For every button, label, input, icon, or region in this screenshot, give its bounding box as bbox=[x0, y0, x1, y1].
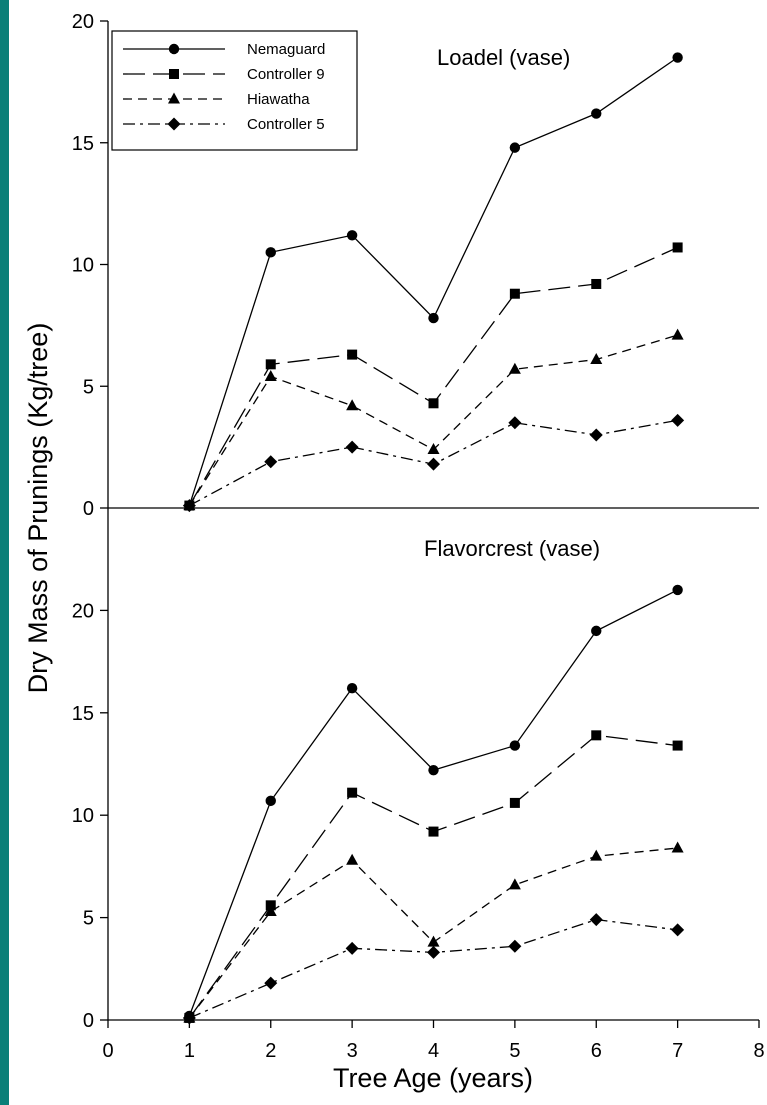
bottom-x-tick-label: 7 bbox=[672, 1040, 683, 1062]
top-y-tick-label: 0 bbox=[83, 498, 94, 520]
bottom-data-point bbox=[346, 853, 359, 865]
bottom-y-tick-label: 0 bbox=[83, 1010, 94, 1032]
bottom-x-tick-label: 0 bbox=[102, 1040, 113, 1062]
bottom-data-point bbox=[589, 913, 603, 927]
top-data-point bbox=[265, 247, 276, 258]
top-panel-title: Loadel (vase) bbox=[437, 45, 570, 70]
top-data-point bbox=[671, 413, 685, 427]
bottom-data-point bbox=[265, 795, 276, 807]
top-data-point bbox=[589, 428, 603, 442]
bottom-y-tick-label: 15 bbox=[72, 703, 94, 725]
plot-layer: 0 5 10 15 20 0 5 10 15 20 0 1 2 3 4 5 6 7 8 bbox=[72, 11, 765, 1062]
bottom-series-line-3 bbox=[189, 918, 678, 1019]
top-data-point bbox=[428, 398, 439, 409]
top-data-point bbox=[672, 242, 683, 253]
legend-marker bbox=[167, 117, 181, 131]
top-data-point bbox=[264, 455, 278, 469]
top-data-point bbox=[182, 499, 196, 513]
top-y-tick-label: 20 bbox=[72, 11, 94, 33]
bottom-data-point bbox=[347, 787, 358, 798]
bottom-data-point bbox=[591, 730, 602, 741]
bottom-data-point bbox=[508, 878, 521, 890]
top-data-point bbox=[346, 230, 358, 241]
top-series-line-2 bbox=[188, 334, 678, 506]
top-data-point bbox=[591, 278, 602, 289]
top-data-point bbox=[590, 352, 603, 364]
top-data-point bbox=[264, 370, 277, 382]
bottom-data-point bbox=[346, 683, 358, 694]
bottom-data-point bbox=[671, 841, 684, 853]
top-data-point bbox=[509, 142, 521, 153]
bottom-data-point bbox=[428, 764, 439, 776]
bottom-data-point bbox=[182, 1011, 196, 1025]
top-data-point bbox=[265, 359, 276, 370]
bottom-data-point bbox=[671, 923, 685, 937]
decorative-edge-strip bbox=[0, 0, 9, 1105]
bottom-data-point bbox=[427, 945, 440, 959]
top-data-point bbox=[671, 328, 684, 340]
bottom-data-point bbox=[672, 740, 683, 751]
bottom-data-point bbox=[509, 797, 520, 808]
top-y-tick-label: 5 bbox=[83, 376, 94, 398]
bottom-data-point bbox=[590, 849, 603, 861]
legend-marker bbox=[168, 43, 180, 55]
bottom-data-point bbox=[264, 904, 277, 916]
top-data-point bbox=[509, 288, 520, 299]
bottom-x-tick-label: 8 bbox=[753, 1040, 764, 1062]
legend-label: Nemaguard bbox=[247, 41, 325, 58]
bottom-x-tick-label: 3 bbox=[347, 1040, 358, 1062]
bottom-data-point bbox=[345, 941, 359, 955]
bottom-y-tick-label: 10 bbox=[72, 805, 94, 827]
top-data-point bbox=[345, 440, 359, 454]
bottom-x-tick-label: 4 bbox=[428, 1040, 439, 1062]
bottom-y-tick-label: 5 bbox=[83, 908, 94, 930]
top-data-point bbox=[672, 52, 683, 63]
bottom-data-point bbox=[591, 625, 602, 637]
bottom-data-point bbox=[428, 826, 439, 837]
bottom-x-tick-label: 6 bbox=[591, 1040, 602, 1062]
legend-box bbox=[111, 30, 358, 151]
bottom-y-tick-label: 20 bbox=[72, 600, 94, 622]
top-data-point bbox=[346, 399, 359, 411]
top-data-point bbox=[427, 443, 440, 455]
bottom-data-point bbox=[672, 584, 683, 596]
top-data-point bbox=[508, 362, 521, 374]
top-y-tick-label: 10 bbox=[72, 255, 94, 277]
legend-marker bbox=[168, 92, 180, 104]
x-axis-title: Tree Age (years) bbox=[333, 1063, 533, 1093]
bottom-data-point bbox=[508, 939, 522, 953]
legend-label: Controller 5 bbox=[247, 116, 325, 133]
top-data-point bbox=[427, 457, 440, 471]
bottom-panel-title: Flavorcrest (vase) bbox=[424, 536, 600, 561]
legend: Nemaguard Controller 9 Hiawatha Controller … bbox=[111, 30, 358, 151]
legend-label: Controller 9 bbox=[247, 66, 325, 83]
legend-label: Hiawatha bbox=[247, 91, 310, 108]
top-data-point bbox=[347, 349, 358, 360]
bottom-data-point bbox=[264, 976, 278, 990]
bottom-series-line-1 bbox=[188, 734, 678, 1019]
bottom-x-tick-label: 5 bbox=[509, 1040, 520, 1062]
bottom-x-tick-label: 1 bbox=[184, 1040, 195, 1062]
y-axis-title: Dry Mass of Prunings (Kg/tree) bbox=[23, 323, 53, 694]
top-y-tick-label: 15 bbox=[72, 133, 94, 155]
bottom-data-point bbox=[427, 935, 440, 947]
legend-marker bbox=[169, 69, 179, 79]
top-data-point bbox=[591, 108, 602, 119]
bottom-x-tick-label: 2 bbox=[265, 1040, 276, 1062]
bottom-data-point bbox=[509, 740, 521, 751]
top-data-point bbox=[428, 312, 439, 324]
bottom-series-line-2 bbox=[188, 847, 678, 1019]
top-data-point bbox=[508, 416, 522, 430]
